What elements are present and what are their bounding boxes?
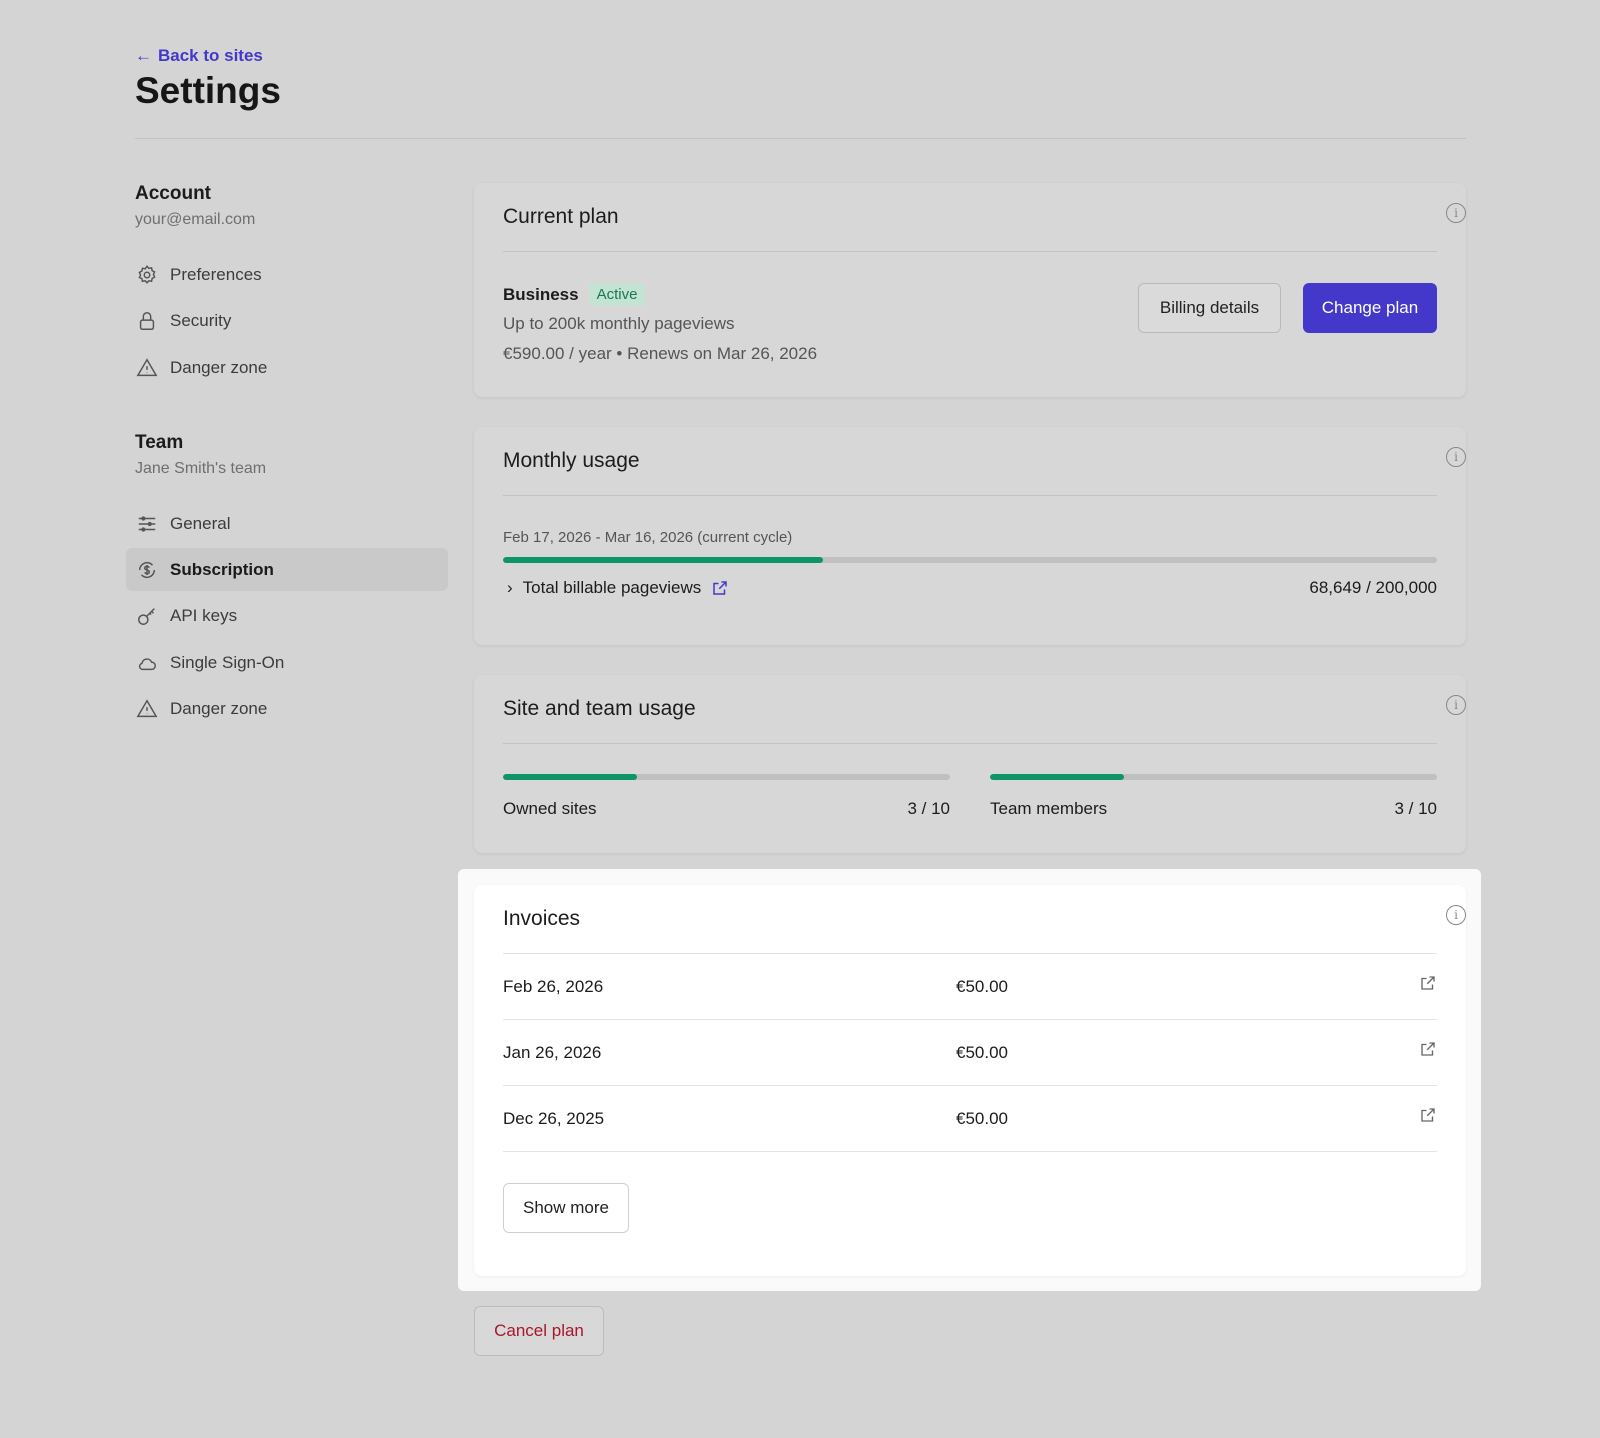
- account-email: your@email.com: [135, 211, 256, 228]
- warning-icon: [136, 698, 158, 717]
- back-to-sites-link[interactable]: ← Back to sites: [135, 46, 263, 65]
- owned-sites-label: Owned sites: [503, 799, 597, 818]
- external-link-icon[interactable]: [711, 579, 729, 597]
- team-members-usage: Team members 3 / 10: [990, 774, 1437, 819]
- cycle-dates: Feb 17, 2026 - Mar 16, 2026 (current cyc…: [503, 529, 793, 546]
- total-billable-pageviews-toggle[interactable]: › Total billable pageviews: [503, 578, 729, 598]
- team-members-progress-bar: [990, 774, 1437, 780]
- plan-price: €590.00 / year • Renews on Mar 26, 2026: [503, 344, 818, 363]
- invoice-date: Feb 26, 2026: [503, 976, 604, 996]
- card-title: Invoices: [503, 907, 581, 930]
- info-icon[interactable]: i: [1446, 905, 1466, 925]
- arrow-left-icon: ←: [135, 46, 152, 65]
- card-title: Monthly usage: [503, 449, 640, 472]
- account-heading: Account: [135, 183, 211, 204]
- card-title: Current plan: [503, 205, 619, 228]
- sidebar-item-danger-zone[interactable]: Danger zone: [126, 346, 448, 389]
- invoice-row: Jan 26, 2026 €50.00: [503, 1020, 1437, 1086]
- monthly-usage-card: Monthly usage i Feb 17, 2026 - Mar 16, 20…: [474, 427, 1466, 645]
- change-plan-button[interactable]: Change plan: [1303, 283, 1437, 333]
- info-icon[interactable]: i: [1446, 203, 1466, 223]
- invoice-amount: €50.00: [956, 976, 1008, 996]
- site-team-usage-card: Site and team usage i Owned sites 3 / 10 T…: [474, 675, 1466, 853]
- owned-sites-usage: Owned sites 3 / 10: [503, 774, 950, 819]
- external-link-icon[interactable]: [1419, 1106, 1437, 1124]
- gear-icon: [138, 264, 156, 284]
- dollar-cycle-icon: [138, 561, 156, 578]
- show-more-button[interactable]: Show more: [503, 1183, 629, 1233]
- owned-sites-progress-bar: [503, 774, 950, 780]
- external-link-icon[interactable]: [1419, 974, 1437, 992]
- pageviews-value: 68,649 / 200,000: [1309, 578, 1437, 597]
- progress-fill: [503, 557, 824, 563]
- team-name: Jane Smith's team: [135, 460, 267, 477]
- cancel-plan-button[interactable]: Cancel plan: [474, 1306, 604, 1356]
- divider: [135, 138, 1466, 139]
- external-link-icon[interactable]: [1419, 1040, 1437, 1058]
- key-icon: [138, 607, 155, 625]
- lock-icon: [139, 311, 155, 330]
- sidebar-item-general[interactable]: General: [126, 502, 448, 545]
- sidebar-item-single-sign-on[interactable]: Single Sign-On: [126, 641, 448, 684]
- team-members-value: 3 / 10: [1394, 799, 1437, 818]
- invoice-row: Dec 26, 2025 €50.00: [503, 1086, 1437, 1152]
- invoice-amount: €50.00: [956, 1042, 1008, 1062]
- status-badge: Active: [588, 283, 646, 306]
- plan-limit: Up to 200k monthly pageviews: [503, 314, 735, 333]
- plan-name: Business: [503, 284, 579, 304]
- info-icon[interactable]: i: [1446, 695, 1466, 715]
- team-members-label: Team members: [990, 799, 1108, 818]
- sidebar-item-team-danger-zone[interactable]: Danger zone: [126, 687, 448, 730]
- sidebar-item-api-keys[interactable]: API keys: [126, 594, 448, 637]
- page-title: Settings: [135, 70, 281, 111]
- invoice-amount: €50.00: [956, 1108, 1008, 1128]
- cloud-icon: [138, 657, 156, 670]
- sidebar-item-security[interactable]: Security: [126, 299, 448, 342]
- sliders-icon: [138, 515, 156, 532]
- sidebar-item-subscription[interactable]: Subscription: [126, 548, 448, 591]
- owned-sites-value: 3 / 10: [907, 799, 950, 818]
- card-title: Site and team usage: [503, 697, 696, 720]
- progress-fill: [990, 774, 1125, 780]
- warning-icon: [136, 357, 158, 376]
- sidebar-item-preferences[interactable]: Preferences: [126, 253, 448, 296]
- current-plan-card: Current plan i Business Active Up to 200k …: [474, 183, 1466, 397]
- chevron-right-icon: ›: [507, 578, 513, 597]
- billing-details-button[interactable]: Billing details: [1138, 283, 1281, 333]
- progress-fill: [503, 774, 638, 780]
- invoice-row: Feb 26, 2026 €50.00: [503, 954, 1437, 1020]
- invoices-card: Invoices i Feb 26, 2026 €50.00 Jan 26, 2026…: [474, 885, 1466, 1276]
- pageviews-progress-bar: [503, 557, 1437, 563]
- invoice-date: Jan 26, 2026: [503, 1042, 602, 1062]
- team-heading: Team: [135, 432, 184, 453]
- info-icon[interactable]: i: [1446, 447, 1466, 467]
- invoice-date: Dec 26, 2025: [503, 1108, 605, 1128]
